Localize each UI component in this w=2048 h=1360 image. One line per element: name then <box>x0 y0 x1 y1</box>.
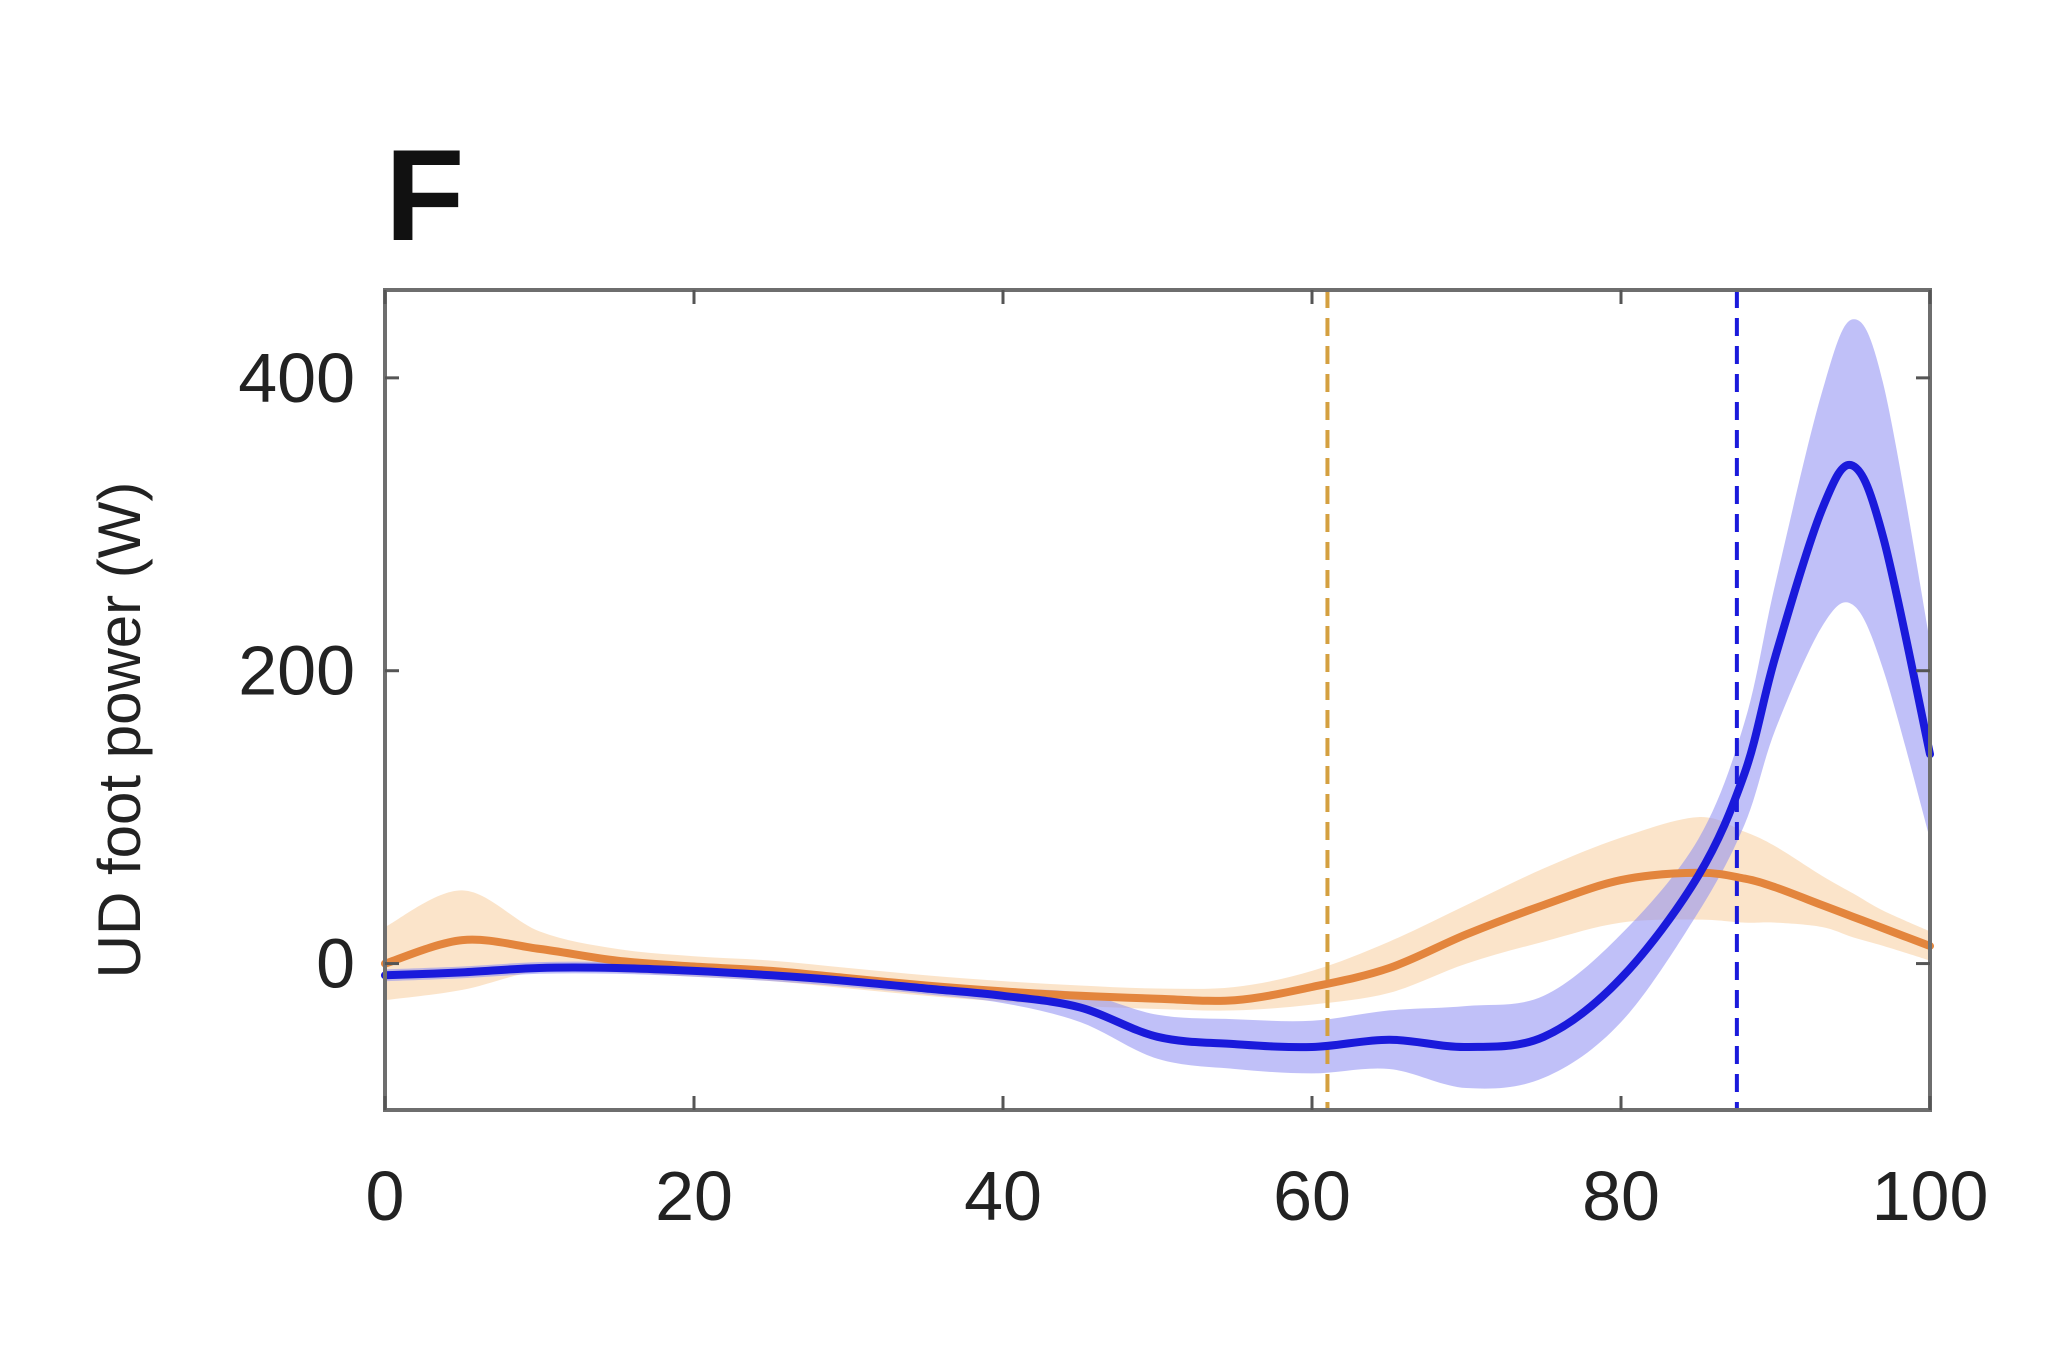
x-tick-labels: 0 20 40 60 80 100 <box>366 1157 1989 1235</box>
x-tick-label: 60 <box>1273 1157 1351 1235</box>
y-axis-label: UD foot power (W) <box>86 482 153 979</box>
series-1-band <box>385 319 1930 1088</box>
x-tick-label: 80 <box>1582 1157 1660 1235</box>
y-tick-labels: 0 200 400 <box>238 339 355 1003</box>
y-tick-label: 200 <box>238 632 355 710</box>
x-tick-label: 100 <box>1872 1157 1989 1235</box>
panel-label: F <box>385 122 464 268</box>
axis-ticks <box>385 290 1930 1110</box>
y-tick-label: 400 <box>238 339 355 417</box>
plot-frame <box>385 290 1930 1110</box>
confidence-bands <box>385 319 1930 1088</box>
series-lines <box>385 465 1930 1047</box>
x-tick-label: 40 <box>964 1157 1042 1235</box>
x-tick-label: 0 <box>366 1157 405 1235</box>
y-tick-label: 0 <box>316 925 355 1003</box>
x-tick-label: 20 <box>655 1157 733 1235</box>
